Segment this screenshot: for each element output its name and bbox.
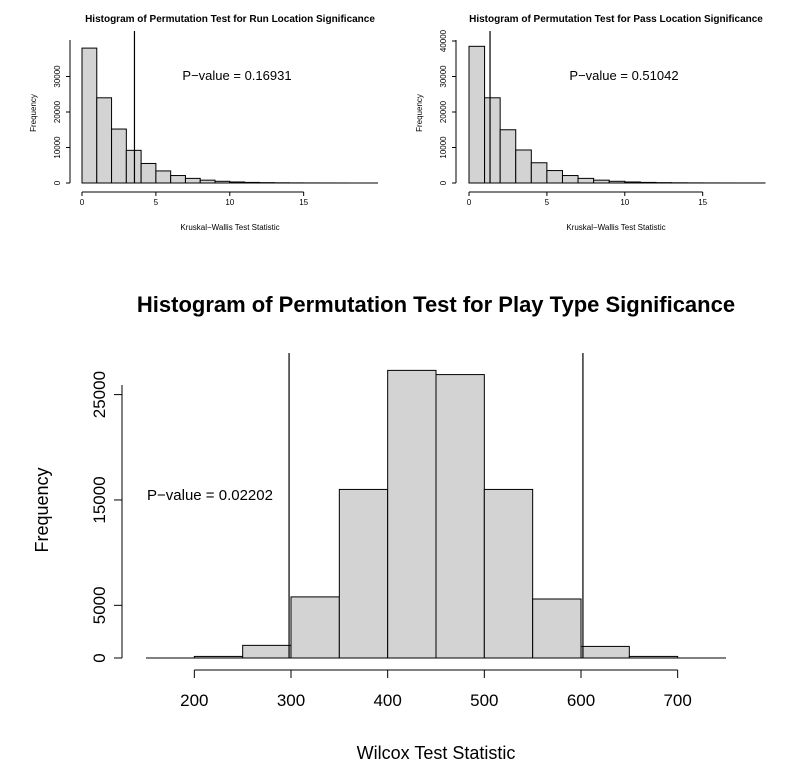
play-histogram-bar — [290, 596, 340, 659]
run-histogram-bar — [155, 170, 172, 184]
pass-x-tick-label: 0 — [467, 198, 472, 207]
pass-y-axis-label: Frequency — [415, 94, 424, 132]
play-y-tick-label: 25000 — [90, 371, 109, 418]
run-x-tick-label: 15 — [299, 198, 308, 207]
pass-y-tick-label: 0 — [439, 180, 448, 185]
pass-x-tick-label: 10 — [620, 198, 629, 207]
play-x-tick-label: 500 — [470, 691, 498, 710]
play-y-tick-label: 5000 — [90, 586, 109, 624]
pass-histogram-bar — [499, 129, 517, 184]
run-histogram-bar — [140, 162, 157, 184]
play-bars — [193, 369, 679, 659]
pass-chart-title: Histogram of Permutation Test for Pass L… — [469, 14, 763, 25]
run-axes: 0 5 10 15 0 10000 20000 30000 — [53, 31, 378, 207]
pass-p-value-annotation: P−value = 0.51042 — [569, 68, 678, 83]
pass-histogram-bar — [468, 45, 486, 184]
play-p-value-annotation: P−value = 0.02202 — [147, 487, 273, 504]
pass-histogram-bar — [484, 97, 501, 184]
run-x-tick-label: 0 — [80, 198, 85, 207]
run-histogram-bar — [184, 177, 201, 184]
play-x-tick-label: 600 — [567, 691, 595, 710]
pass-histogram-bar — [546, 170, 563, 184]
pass-histogram-bar — [577, 177, 595, 184]
play-histogram-bar — [483, 488, 534, 659]
play-x-tick-label: 300 — [277, 691, 305, 710]
run-x-tick-label: 5 — [154, 198, 159, 207]
pass-histogram-bar — [561, 175, 579, 184]
run-histogram-bar — [81, 47, 98, 184]
run-y-tick-label: 0 — [53, 180, 62, 185]
play-x-tick-label: 400 — [373, 691, 401, 710]
run-location-histogram: Histogram of Permutation Test for Run Lo… — [29, 14, 378, 232]
play-histogram-bar — [387, 369, 437, 659]
run-p-value-annotation: P−value = 0.16931 — [182, 68, 291, 83]
pass-histogram-bar — [530, 162, 548, 184]
play-histogram-bar — [435, 374, 485, 659]
pass-x-axis-label: Kruskal−Wallis Test Statistic — [566, 223, 665, 232]
run-histogram-bar — [111, 128, 127, 184]
run-histogram-bar — [125, 149, 142, 184]
play-chart-title: Histogram of Permutation Test for Play T… — [137, 292, 735, 317]
play-x-tick-label: 700 — [663, 691, 691, 710]
play-x-tick-label: 200 — [180, 691, 208, 710]
play-histogram-bar — [532, 598, 582, 659]
pass-location-histogram: Histogram of Permutation Test for Pass L… — [415, 14, 766, 232]
play-histogram-bar — [338, 488, 389, 659]
run-y-tick-label: 20000 — [53, 100, 62, 123]
run-y-axis-label: Frequency — [29, 94, 38, 132]
run-histogram-bar — [170, 175, 186, 184]
pass-axes: 0 5 10 15 0 10000 20000 30000 40000 — [439, 29, 765, 207]
pass-histogram-bar — [515, 149, 532, 184]
pass-bars — [468, 45, 766, 184]
play-y-tick-label: 15000 — [90, 476, 109, 523]
pass-y-tick-label: 40000 — [439, 29, 448, 52]
run-x-axis-label: Kruskal−Wallis Test Statistic — [180, 223, 279, 232]
play-y-axis-label: Frequency — [32, 467, 52, 552]
pass-y-tick-label: 20000 — [439, 100, 448, 123]
play-y-tick-label: 0 — [90, 653, 109, 662]
play-type-histogram: Histogram of Permutation Test for Play T… — [32, 292, 735, 763]
run-histogram-bar — [96, 97, 113, 184]
pass-y-tick-label: 10000 — [439, 136, 448, 159]
run-y-tick-label: 30000 — [53, 65, 62, 88]
pass-x-tick-label: 5 — [545, 198, 550, 207]
play-histogram-bar — [242, 644, 292, 659]
pass-x-tick-label: 15 — [698, 198, 707, 207]
play-axes: 200 300 400 500 600 700 0 5000 15000 25000 — [90, 353, 726, 710]
run-chart-title: Histogram of Permutation Test for Run Lo… — [85, 14, 375, 25]
run-x-tick-label: 10 — [225, 198, 234, 207]
play-histogram-bar — [580, 645, 630, 659]
run-y-tick-label: 10000 — [53, 136, 62, 159]
play-x-axis-label: Wilcox Test Statistic — [357, 743, 516, 763]
pass-y-tick-label: 30000 — [439, 65, 448, 88]
